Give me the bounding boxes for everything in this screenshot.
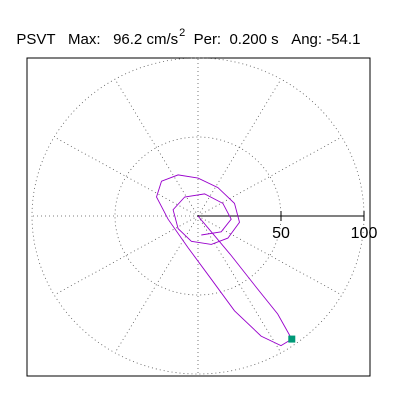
- trace-line: [156, 174, 293, 347]
- radial-tick-label: 100: [351, 225, 378, 242]
- radial-tick-label: 50: [272, 225, 290, 242]
- grid-spoke: [197, 136, 342, 217]
- title-max-label: Max:: [68, 31, 101, 48]
- max-marker-group: [288, 335, 296, 343]
- title-max-unit-exponent: 2: [179, 27, 186, 39]
- grid-spoke: [197, 215, 282, 354]
- grid-spoke: [54, 136, 199, 217]
- title-angle-value: -54.1: [326, 31, 361, 48]
- radial-axis: 50 100: [198, 211, 377, 242]
- chart-title: PSVT Max: 96.2 cm/s2 Per: 0.200 s Ang: -…: [8, 14, 360, 48]
- grid-spoke: [197, 215, 342, 296]
- title-angle-label: Ang:: [291, 31, 323, 48]
- trace-group: [156, 174, 293, 347]
- plot-frame: [26, 57, 371, 377]
- title-type-label: PSVT: [16, 31, 56, 48]
- grid-spoke: [114, 215, 199, 354]
- grid-spoke: [114, 78, 199, 217]
- title-max-value: 96.2: [113, 31, 143, 48]
- title-period-label: Per:: [193, 31, 222, 48]
- title-max-unit: cm/s: [146, 31, 179, 48]
- max-point-marker: [288, 335, 296, 343]
- grid-spoke: [197, 78, 282, 217]
- grid-spoke: [54, 215, 199, 296]
- title-period-value: 0.200 s: [229, 31, 279, 48]
